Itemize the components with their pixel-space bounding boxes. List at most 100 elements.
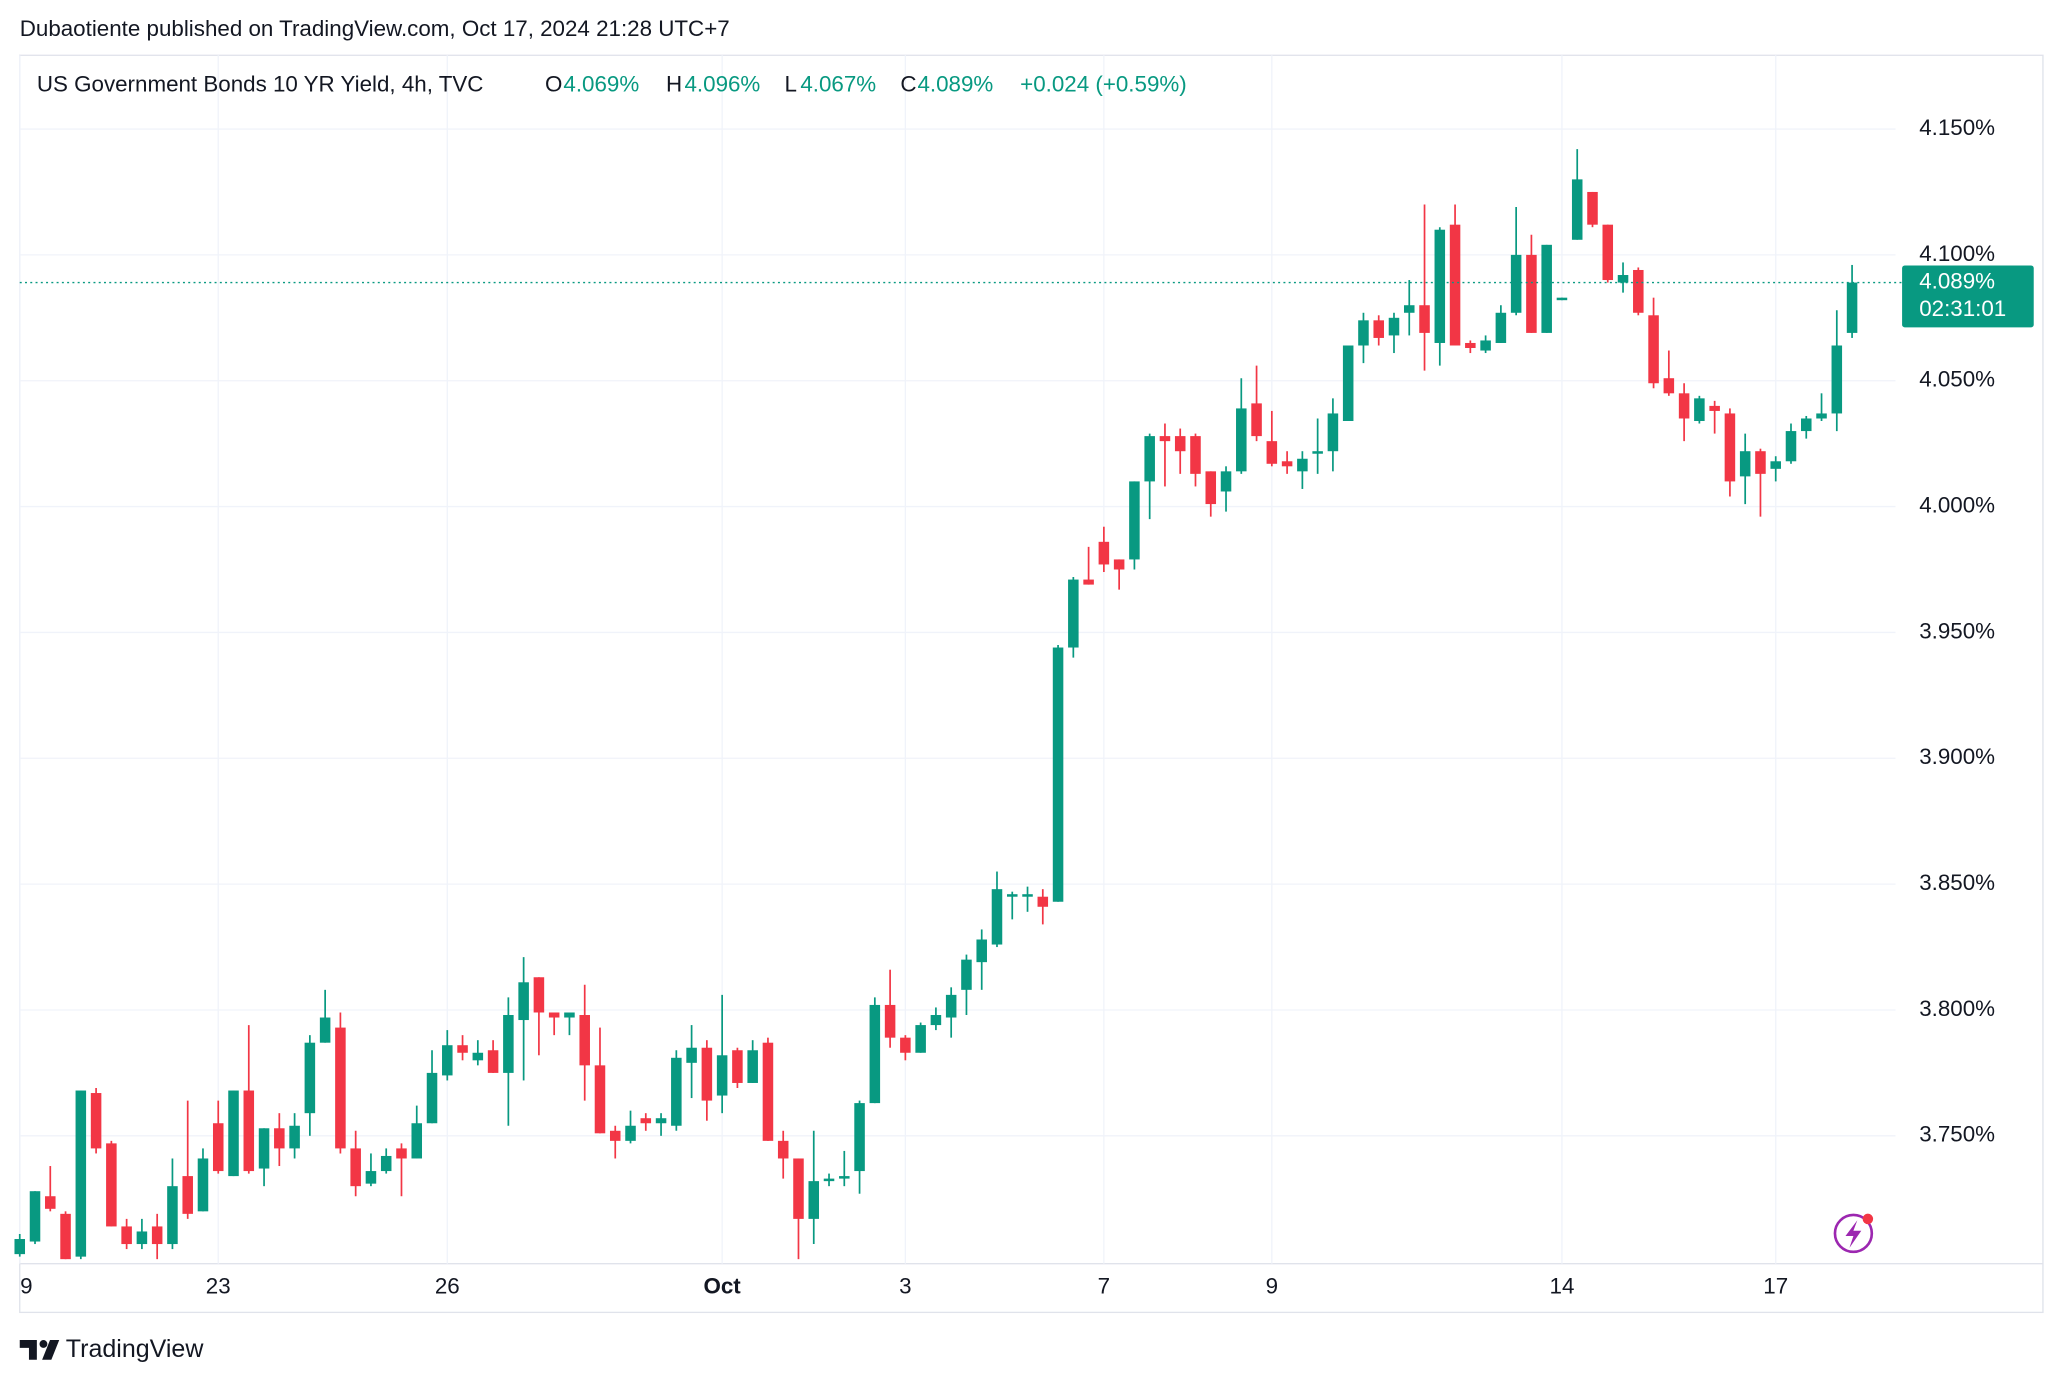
candle-body — [90, 1093, 102, 1149]
candle-body — [197, 1158, 209, 1212]
ohlc-key: H — [666, 71, 682, 96]
candle-body — [411, 1123, 423, 1159]
icon-ring — [1833, 1213, 1874, 1254]
candle-body — [793, 1158, 804, 1219]
ohlc-value: 4.067% — [800, 71, 876, 96]
candle-body — [976, 939, 987, 963]
brand-name: TradingView — [66, 1335, 205, 1363]
candle-body — [579, 1015, 590, 1066]
candle-body — [1571, 179, 1583, 240]
candle-body — [1449, 224, 1461, 346]
candle-body — [60, 1213, 71, 1260]
candle-body — [274, 1128, 285, 1149]
candle-body — [1739, 451, 1751, 477]
candle-body — [136, 1231, 148, 1245]
last-price-label: 4.089% — [1919, 268, 1995, 293]
candle-body — [442, 1045, 453, 1076]
candle-body — [594, 1065, 606, 1134]
candle-body — [289, 1125, 300, 1149]
candle-body — [625, 1125, 636, 1141]
candle-body — [75, 1090, 87, 1257]
grid — [19, 55, 1896, 1264]
candle-body — [106, 1143, 117, 1227]
candle-body — [1403, 305, 1415, 313]
candle-body — [1800, 418, 1812, 432]
candle-body — [1434, 229, 1446, 343]
candle-body — [518, 982, 529, 1021]
x-tick-label: 14 — [1550, 1273, 1575, 1298]
candle-body — [182, 1176, 193, 1214]
candle-body — [1495, 312, 1507, 343]
candle-body — [609, 1130, 621, 1141]
x-tick-label: 17 — [1763, 1273, 1788, 1298]
change: +0.024 (+0.59%) — [1020, 71, 1187, 96]
candle-body — [1709, 405, 1720, 411]
candle-body — [1388, 317, 1400, 336]
candle-body — [640, 1118, 652, 1124]
ohlc-value: 4.069% — [563, 71, 639, 96]
candle-body — [1083, 579, 1094, 585]
candle-body — [1541, 244, 1552, 333]
candle-body — [1633, 269, 1644, 313]
candle-body — [1113, 559, 1125, 570]
candle-body — [457, 1045, 468, 1053]
candle-body — [1617, 275, 1629, 283]
candle-body — [1006, 894, 1018, 897]
candle-body — [686, 1047, 697, 1063]
candle-body — [1205, 471, 1217, 505]
candle-body — [1602, 224, 1614, 281]
candle-body — [1068, 579, 1079, 648]
y-tick-label: 3.850% — [1919, 870, 1995, 895]
y-tick-label: 3.950% — [1919, 618, 1995, 643]
candle-body — [167, 1186, 178, 1245]
ohlc-key: L — [785, 71, 797, 96]
candle-body — [151, 1226, 163, 1245]
candle-body — [1251, 403, 1262, 437]
ohlc-key: C — [900, 71, 916, 96]
candle-body — [350, 1148, 361, 1187]
candle-body — [533, 977, 545, 1013]
candle-body — [1465, 342, 1476, 349]
candle-body — [1678, 393, 1690, 419]
candle-body — [716, 1055, 728, 1096]
candle-body — [1327, 413, 1339, 452]
candle-body — [1052, 647, 1064, 902]
y-tick-label: 4.000% — [1919, 492, 1995, 517]
candle-body — [548, 1012, 560, 1018]
overlay: 4.089% 02:31:01 — [19, 265, 2034, 328]
x-tick-label: 9 — [1266, 1273, 1278, 1298]
candle-body — [1755, 451, 1766, 474]
candle-body — [1281, 461, 1293, 467]
x-tick-label: 26 — [435, 1273, 460, 1298]
candle-body — [1785, 431, 1797, 462]
candle-body — [854, 1103, 865, 1172]
candle-body — [777, 1140, 789, 1159]
candle-body — [564, 1012, 575, 1018]
candle-body — [945, 994, 957, 1018]
candle-body — [1220, 471, 1232, 492]
x-tick-label: 23 — [206, 1273, 231, 1298]
ohlc-value: 4.096% — [684, 71, 760, 96]
x-tick-label: 7 — [1098, 1273, 1110, 1298]
lightning-icon — [1833, 1213, 1874, 1254]
candle-body — [1816, 413, 1827, 419]
brand-logo — [19, 1340, 60, 1360]
candle-body — [1480, 340, 1491, 351]
candle-body — [396, 1148, 407, 1159]
candle-body — [839, 1176, 850, 1179]
y-tick-label: 4.050% — [1919, 367, 1995, 392]
y-tick-label: 4.100% — [1919, 241, 1995, 266]
ohlc-key: O — [545, 71, 562, 96]
y-tick-label: 3.900% — [1919, 744, 1995, 769]
candle-body — [655, 1118, 667, 1124]
candle-body — [365, 1171, 377, 1184]
candle-body — [212, 1123, 224, 1172]
candle-body — [472, 1052, 484, 1061]
candle-body — [1342, 345, 1354, 422]
published-line: Dubaotiente published on TradingView.com… — [20, 16, 730, 41]
y-tick-label: 3.750% — [1919, 1122, 1995, 1147]
candle-body — [884, 1004, 896, 1038]
candle-body — [701, 1047, 713, 1101]
candle-body — [1174, 436, 1186, 452]
